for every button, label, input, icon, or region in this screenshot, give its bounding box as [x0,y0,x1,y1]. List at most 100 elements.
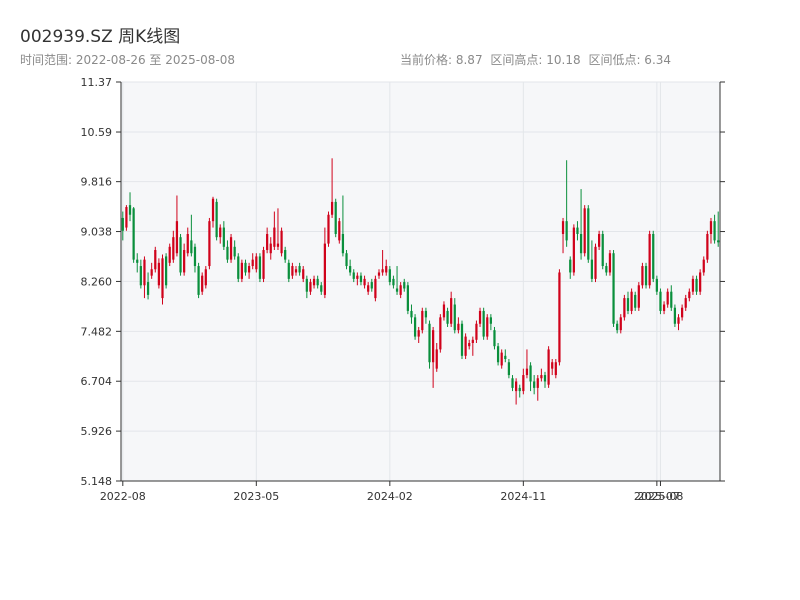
candle [266,227,269,254]
y-tick-label: 6.704 [81,375,113,388]
candle [522,368,525,395]
candle-body [305,278,308,292]
candle-body [403,282,406,289]
candle-body [161,258,164,299]
candle-body [298,266,301,273]
candle [222,221,225,251]
y-tick-label: 5.926 [81,425,113,438]
candle-body [623,298,626,318]
candle-body [529,365,532,382]
candle [125,205,128,231]
candle-body [652,233,655,279]
candle [471,336,474,356]
candle [641,262,644,289]
candle [717,211,720,247]
candle [540,368,543,382]
candle [450,291,453,327]
candle-body [612,253,615,324]
candle [695,275,698,295]
candle-body [691,278,695,292]
candle [262,246,265,283]
candle-body [323,243,326,295]
candle [608,250,612,276]
candle [446,307,449,327]
candle [237,253,240,283]
candle [367,282,370,295]
candle [179,233,182,276]
candle [132,207,135,263]
candle-body [197,266,200,295]
candle-body [164,256,168,286]
candle-body [525,368,529,376]
candle-body [251,259,254,267]
candle [334,198,337,238]
candle-body [146,282,150,295]
candle-body [385,266,388,273]
candle [240,259,244,283]
candle-body [273,227,276,247]
candle-body [175,221,179,254]
candle [287,259,290,283]
candle-body [616,323,619,331]
candle-body [280,230,283,254]
candle-body [482,310,485,337]
candle [594,243,597,283]
candle [229,233,233,263]
candle-body [388,269,391,283]
candle [172,230,175,263]
y-tick-label: 10.59 [81,126,113,139]
candle [662,301,666,315]
candle-body [670,291,673,308]
candle-body [363,278,366,286]
candle [193,243,197,273]
x-tick-label: 2025-07 [634,490,680,503]
candle-body [240,262,244,279]
candle [298,262,301,276]
x-axis: 2022-08 2023-05 2024-02 2024-11 2025-072025-… [100,481,683,503]
candle [515,378,518,405]
candle [536,375,539,401]
candle-body [543,375,547,382]
candle [385,259,388,276]
candle [421,307,424,334]
candle [558,269,561,366]
candle-body [644,266,648,286]
candle-body [587,208,590,260]
candle-body [507,362,511,376]
candle-body [536,378,539,388]
candle [565,160,568,247]
candle [356,272,359,286]
candle-body [634,294,637,308]
candle-body [345,253,348,267]
candle [428,320,431,369]
candle-body [442,304,446,318]
current-price-text: 当前价格: 8.87 [400,53,483,67]
candle [273,211,276,251]
candle-body [428,323,431,363]
candle [219,224,222,244]
candle [399,282,402,299]
candle-body [699,272,702,292]
candle-body [540,375,543,379]
candle [327,211,330,247]
y-tick-label: 7.482 [81,325,113,338]
candle [453,298,456,334]
candle-body [226,246,229,260]
candle [406,282,409,315]
range-low-text: 区间低点: 6.34 [588,53,672,67]
candle [377,269,381,279]
candle-body [453,304,456,331]
candle-body [193,246,197,267]
candle-body [608,253,612,273]
candle [496,342,500,366]
candle [489,314,492,331]
candle-body [626,298,630,311]
candle-body [406,285,409,311]
candle-body [266,233,269,251]
candle-body [302,269,305,279]
candle [258,253,262,283]
x-tick-label: 2025-08 [637,490,683,503]
candle [630,288,633,315]
candle [691,275,695,295]
candle [139,259,142,289]
